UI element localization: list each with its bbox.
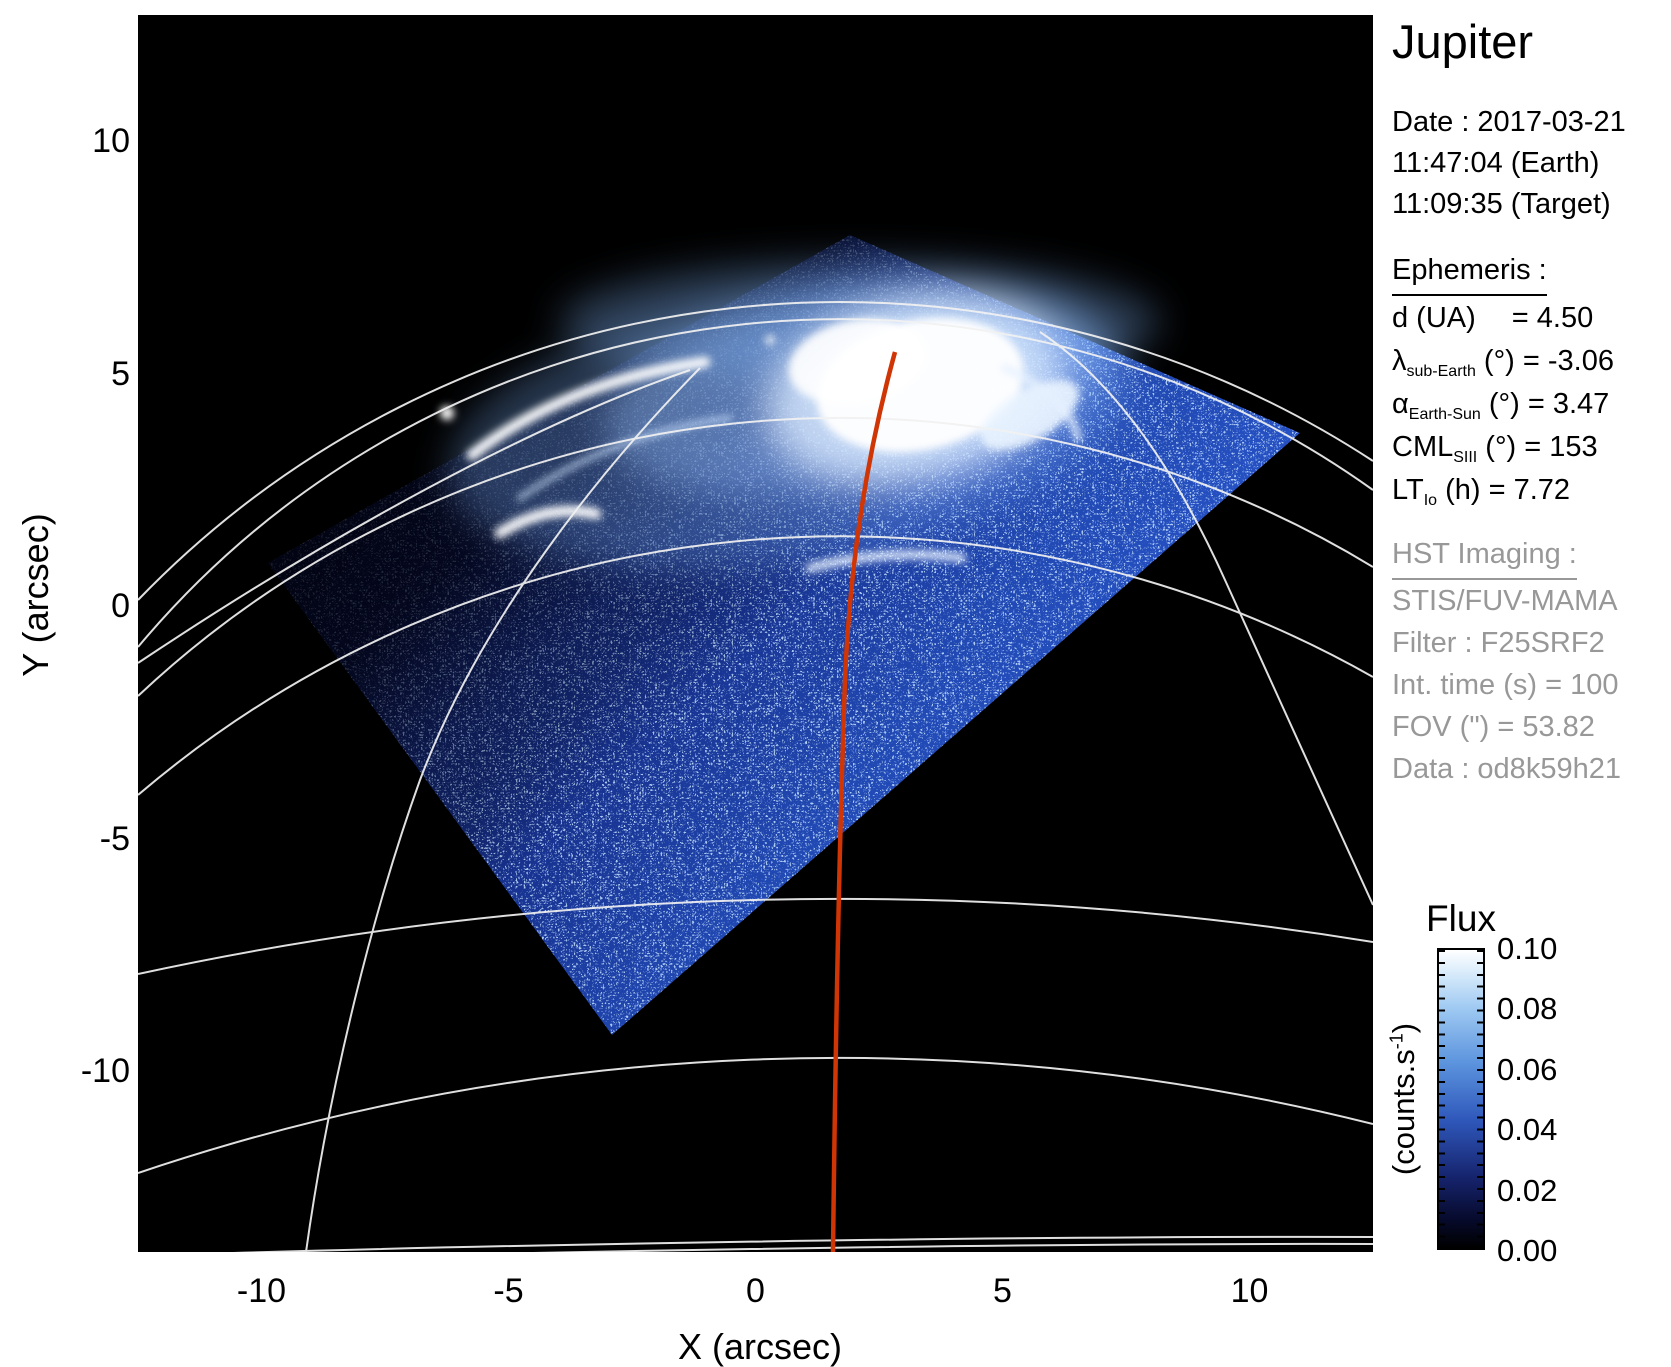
- colorbar-unit-label: (counts.s-1): [1386, 1023, 1422, 1175]
- y-tick-label: 5: [111, 354, 130, 393]
- aurora-left-arc: [466, 356, 711, 461]
- ephemeris-symbol: LT: [1392, 474, 1424, 506]
- y-tick-label: 10: [92, 122, 130, 160]
- ephemeris-symbol: λ: [1392, 345, 1407, 377]
- x-tick-label: 10: [1230, 1272, 1269, 1310]
- planet-limb: [138, 301, 1373, 601]
- colorbar-tick-label: 0.00: [1497, 1233, 1558, 1268]
- ephemeris-row: λsub-Earth (°) = -3.06: [1392, 340, 1614, 383]
- colorbar-minor-ticks-right: [1477, 950, 1483, 1248]
- date-line: Date : 2017-03-21: [1392, 106, 1626, 138]
- colorbar-unit-sup: -1: [1386, 1033, 1407, 1050]
- ephemeris-row: αEarth-Sun (°) = 3.47: [1392, 383, 1614, 426]
- colorbar-tick-label: 0.08: [1497, 991, 1558, 1027]
- meridian-gridline: [138, 369, 691, 664]
- latitude-gridline: [138, 897, 1373, 975]
- date-line: 11:09:35 (Target): [1392, 188, 1611, 220]
- figure-title: Jupiter: [1392, 15, 1534, 68]
- planet-graticule: [138, 301, 1373, 1252]
- latitude-gridline: [534, 1242, 1373, 1252]
- x-tick-label: 5: [993, 1272, 1012, 1310]
- latitude-gridline: [138, 318, 1373, 648]
- y-tick-label: -10: [80, 1052, 130, 1090]
- ephemeris-value: (°) = 153: [1477, 431, 1598, 463]
- ephemeris-row: d (UA) = 4.50: [1392, 297, 1614, 340]
- aurora-crescent: [494, 505, 602, 539]
- y-tick-label: -5: [99, 819, 130, 858]
- ephemeris-subscript: SIII: [1453, 449, 1478, 466]
- ephemeris-symbol: d (UA): [1392, 302, 1476, 334]
- ephemeris-heading: Ephemeris :: [1392, 250, 1547, 296]
- colorbar-minor-ticks-left: [1439, 950, 1445, 1248]
- meridian-gridline: [1039, 331, 1373, 906]
- hst-imaging-line: FOV (") = 53.82: [1392, 711, 1595, 743]
- latitude-gridline: [234, 1235, 1373, 1252]
- latitude-gridline: [138, 416, 1373, 697]
- ephemeris-value: = 4.50: [1511, 302, 1594, 334]
- colorbar-title: Flux: [1426, 898, 1496, 939]
- hst-imaging-line: STIS/FUV-MAMA: [1392, 585, 1618, 617]
- meridian-gridline: [305, 367, 701, 1252]
- hst-imaging-line: Data : od8k59h21: [1392, 753, 1621, 785]
- ephemeris-heading-text: Ephemeris :: [1392, 250, 1547, 296]
- latitude-gridline: [138, 1056, 1373, 1174]
- y-tick-label: 0: [111, 587, 130, 625]
- hst-imaging-heading: HST Imaging :: [1392, 534, 1577, 580]
- ephemeris-subscript: Earth-Sun: [1408, 406, 1481, 423]
- y-axis-title: Y (arcsec): [15, 513, 56, 677]
- flux-colorbar: [1437, 948, 1485, 1250]
- colorbar-tick-label: 0.10: [1497, 931, 1558, 966]
- hst-imaging-line: Int. time (s) = 100: [1392, 669, 1619, 701]
- x-tick-label: -5: [493, 1272, 524, 1310]
- hst-imaging-heading-text: HST Imaging :: [1392, 534, 1577, 580]
- x-axis-title: X (arcsec): [677, 1326, 843, 1367]
- cml-meridian-red-line: [830, 351, 898, 1252]
- x-tick-label: 0: [746, 1272, 765, 1310]
- ephemeris-row: LTIo (h) = 7.72: [1392, 469, 1614, 512]
- aurora-low-streak: [805, 550, 967, 573]
- ephemeris-subscript: sub-Earth: [1406, 363, 1476, 380]
- x-tick-label: -10: [236, 1272, 287, 1310]
- date-line: 11:47:04 (Earth): [1392, 147, 1600, 179]
- colorbar-tick-label: 0.04: [1497, 1112, 1558, 1148]
- colorbar-unit-pre: (counts.s: [1386, 1049, 1421, 1176]
- colorbar-tick-label: 0.02: [1497, 1172, 1558, 1208]
- ephemeris-symbol: α: [1392, 388, 1409, 420]
- jupiter-aurora-plot: [138, 15, 1373, 1252]
- colorbar-unit-post: ): [1386, 1022, 1421, 1034]
- colorbar-tick-label: 0.06: [1497, 1051, 1558, 1087]
- ephemeris-rows: d (UA) = 4.50 λsub-Earth (°) = -3.06 αEarth…: [1392, 297, 1614, 512]
- ephemeris-subscript: Io: [1423, 492, 1438, 509]
- ephemeris-row: CMLSIII (°) = 153: [1392, 426, 1614, 469]
- ephemeris-value: (°) = 3.47: [1480, 388, 1610, 420]
- hst-imaging-line: Filter : F25SRF2: [1392, 627, 1605, 659]
- date-block: Date : 2017-03-21 11:47:04 (Earth) 11:09:3…: [1392, 102, 1626, 225]
- ephemeris-value: (h) = 7.72: [1437, 474, 1571, 506]
- hst-imaging-lines: STIS/FUV-MAMA Filter : F25SRF2 Int. time (…: [1392, 580, 1621, 790]
- ephemeris-value: (°) = -3.06: [1475, 345, 1614, 377]
- latitude-gridline: [138, 535, 1373, 796]
- ephemeris-symbol: CML: [1392, 431, 1454, 463]
